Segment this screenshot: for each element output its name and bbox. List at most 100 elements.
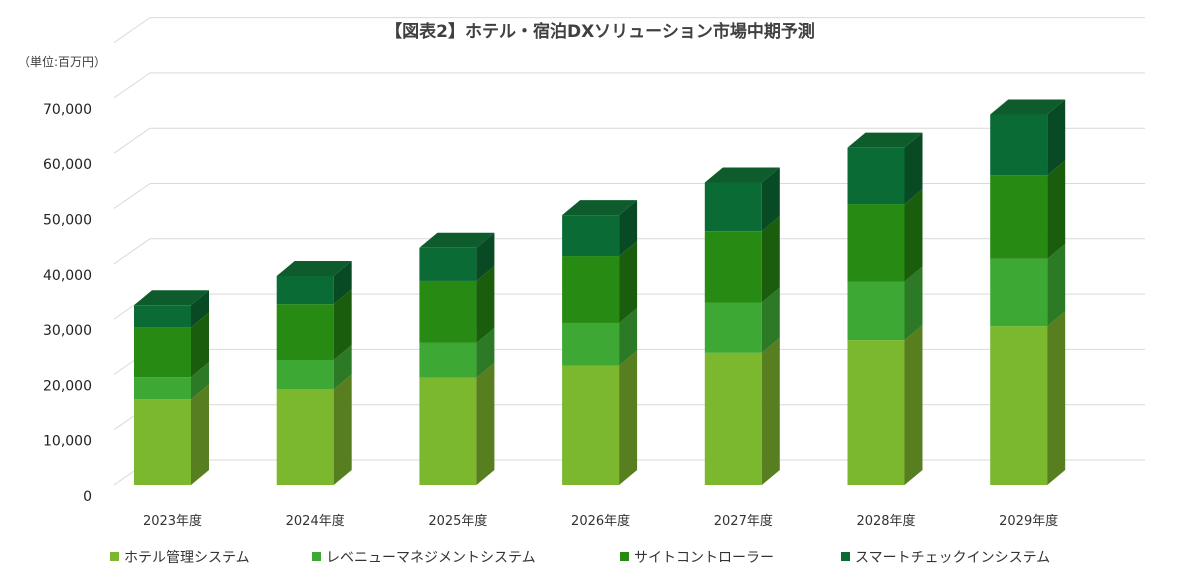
bar-top xyxy=(134,290,209,306)
legend-swatch xyxy=(841,552,850,561)
bar-segment xyxy=(276,289,352,361)
legend-label: ホテル管理システム xyxy=(124,550,250,566)
y-tick-label: 20,000 xyxy=(43,378,92,394)
bar-segment xyxy=(134,290,209,328)
bar-front xyxy=(847,281,905,341)
bar-segment xyxy=(847,189,923,282)
bar-segment xyxy=(704,337,780,485)
bar-side xyxy=(476,327,495,378)
legend-label: スマートチェックインシステム xyxy=(855,550,1050,566)
bar-side xyxy=(333,374,352,485)
gridline-depth xyxy=(113,17,151,44)
bar-top xyxy=(990,99,1066,115)
legend: ホテル管理システム レベニューマネジメントシステム サイトコントローラー スマートチェ… xyxy=(110,550,1050,566)
y-tick-label: 40,000 xyxy=(43,268,92,284)
bar-top xyxy=(419,232,495,248)
bar-segment xyxy=(990,311,1066,485)
gridline-depth xyxy=(113,238,151,265)
y-tick-label: 0 xyxy=(83,489,92,505)
bar-side xyxy=(476,362,495,485)
legend-swatch xyxy=(110,552,119,561)
bar-side xyxy=(1047,243,1066,327)
x-tick-label: 2025年度 xyxy=(428,513,487,529)
bar-side xyxy=(191,384,209,485)
y-tick-label: 70,000 xyxy=(43,102,92,118)
legend-item: スマートチェックインシステム xyxy=(841,550,1050,566)
bar-front xyxy=(134,327,191,378)
bar-front xyxy=(134,305,191,328)
bar-segment xyxy=(704,167,780,232)
bar-side xyxy=(619,241,638,323)
x-axis-tick-labels: 2023年度 2024年度 2025年度 2026年度 2027年度 2028年度 2029… xyxy=(143,513,1058,529)
bar-front xyxy=(704,302,762,353)
bar-front xyxy=(990,175,1048,259)
bar-segment xyxy=(847,132,923,205)
bar-segment xyxy=(276,374,352,485)
y-axis-tick-labels: 0 10,000 20,000 30,000 40,000 50,000 60,000 70,… xyxy=(43,102,92,505)
bar-front xyxy=(419,342,477,378)
bar-segment xyxy=(276,260,352,305)
x-tick-label: 2029年度 xyxy=(999,513,1058,529)
bar-front xyxy=(419,280,477,343)
bar-front xyxy=(276,389,334,485)
legend-label: サイトコントローラー xyxy=(634,550,774,566)
bar-segment xyxy=(419,265,495,343)
y-tick-label: 60,000 xyxy=(43,157,92,173)
bar-top xyxy=(704,167,780,183)
bar-segment xyxy=(134,312,209,378)
bar-front xyxy=(562,215,620,257)
x-tick-label: 2027年度 xyxy=(714,513,773,529)
bar-segment xyxy=(562,307,638,366)
bar-segment xyxy=(562,200,638,257)
bar-front xyxy=(419,377,477,485)
legend-item: レベニューマネジメントシステム xyxy=(312,550,536,566)
bar-side xyxy=(333,345,352,390)
bar-segment xyxy=(562,350,638,485)
bar-side xyxy=(476,232,495,281)
bar-segment xyxy=(419,232,495,281)
bar-side xyxy=(333,260,352,305)
bar-side xyxy=(761,287,780,353)
bar-side xyxy=(904,325,923,485)
bar-side xyxy=(1047,99,1066,176)
bar-front xyxy=(562,256,620,323)
y-tick-label: 50,000 xyxy=(43,213,92,229)
bar-front xyxy=(276,304,334,361)
legend-item: ホテル管理システム xyxy=(110,550,250,566)
bar-front xyxy=(847,204,905,282)
bar-segment xyxy=(704,287,780,353)
bar-side xyxy=(619,307,638,366)
bar-segment xyxy=(847,266,923,341)
bar-front xyxy=(704,352,762,485)
x-tick-label: 2026年度 xyxy=(571,513,630,529)
bar-front xyxy=(419,247,477,281)
legend-item: サイトコントローラー xyxy=(620,550,774,566)
bar-side xyxy=(761,216,780,303)
bar-segment xyxy=(990,160,1066,259)
bar-front xyxy=(276,360,334,390)
bar-segment xyxy=(419,362,495,485)
gridline-depth xyxy=(113,127,151,154)
bar-segment xyxy=(704,216,780,303)
bar-segment xyxy=(847,325,923,485)
bar-side xyxy=(619,200,638,257)
bar-front xyxy=(562,322,620,366)
bar-segment xyxy=(990,99,1066,176)
bar-front xyxy=(847,147,905,205)
bar-side xyxy=(904,266,923,341)
bar-side xyxy=(761,167,780,232)
bar-front xyxy=(847,340,905,485)
bar-front xyxy=(134,377,191,400)
y-tick-label: 10,000 xyxy=(43,434,92,450)
chart-title: 【図表2】ホテル・宿泊DXソリューション市場中期予測 xyxy=(385,21,815,42)
bar-front xyxy=(990,114,1048,176)
x-tick-label: 2023年度 xyxy=(143,513,202,529)
bar-front xyxy=(276,275,334,305)
bar-side xyxy=(761,337,780,485)
bar-segment xyxy=(134,384,209,485)
legend-swatch xyxy=(312,552,321,561)
bar-top xyxy=(276,260,352,276)
bar-front xyxy=(134,399,191,485)
unit-label: （単位:百万円） xyxy=(18,54,106,69)
